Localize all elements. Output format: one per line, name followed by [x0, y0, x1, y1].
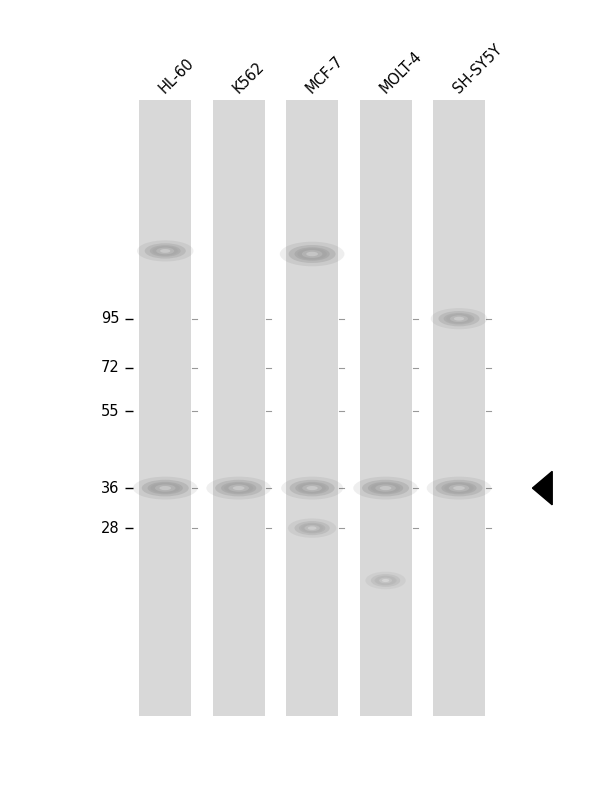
Ellipse shape — [133, 477, 198, 499]
Ellipse shape — [302, 250, 323, 258]
Ellipse shape — [304, 525, 320, 531]
Ellipse shape — [307, 486, 318, 490]
Ellipse shape — [221, 482, 256, 494]
Ellipse shape — [441, 482, 477, 494]
Ellipse shape — [151, 483, 180, 494]
Ellipse shape — [160, 249, 170, 253]
Text: K562: K562 — [230, 59, 267, 96]
Ellipse shape — [308, 526, 316, 530]
Ellipse shape — [427, 477, 491, 499]
Ellipse shape — [362, 480, 409, 496]
Bar — [360, 100, 411, 716]
Bar — [286, 100, 338, 716]
Ellipse shape — [144, 243, 186, 258]
Ellipse shape — [295, 482, 329, 494]
Ellipse shape — [436, 480, 482, 496]
Ellipse shape — [298, 483, 326, 494]
Ellipse shape — [368, 482, 403, 494]
Ellipse shape — [371, 574, 400, 587]
Ellipse shape — [301, 524, 323, 533]
Ellipse shape — [137, 240, 193, 262]
Ellipse shape — [281, 477, 343, 499]
Text: MCF-7: MCF-7 — [304, 53, 346, 96]
Ellipse shape — [444, 483, 474, 494]
Ellipse shape — [150, 245, 181, 257]
Ellipse shape — [142, 480, 188, 496]
Text: 72: 72 — [100, 361, 119, 375]
Ellipse shape — [450, 315, 468, 322]
Ellipse shape — [297, 248, 327, 259]
Ellipse shape — [382, 579, 389, 582]
Ellipse shape — [299, 523, 326, 534]
Ellipse shape — [438, 311, 480, 326]
Ellipse shape — [206, 477, 271, 499]
Ellipse shape — [365, 572, 406, 590]
Ellipse shape — [444, 313, 474, 325]
Ellipse shape — [446, 314, 472, 323]
Text: 95: 95 — [101, 311, 119, 326]
Polygon shape — [532, 471, 552, 505]
Ellipse shape — [159, 486, 171, 490]
Ellipse shape — [353, 477, 418, 499]
Ellipse shape — [289, 245, 335, 263]
Ellipse shape — [376, 577, 395, 585]
Text: 28: 28 — [101, 521, 119, 536]
Ellipse shape — [379, 578, 392, 583]
Ellipse shape — [294, 247, 330, 261]
Ellipse shape — [371, 483, 400, 494]
Text: 36: 36 — [101, 481, 119, 495]
Ellipse shape — [228, 485, 249, 492]
Ellipse shape — [454, 317, 464, 321]
Ellipse shape — [431, 308, 487, 330]
Ellipse shape — [155, 485, 176, 492]
Ellipse shape — [453, 486, 465, 490]
Ellipse shape — [449, 485, 469, 492]
Ellipse shape — [156, 247, 174, 254]
Ellipse shape — [147, 482, 183, 494]
Bar — [433, 100, 485, 716]
Ellipse shape — [224, 483, 253, 494]
Ellipse shape — [152, 246, 178, 256]
Ellipse shape — [375, 576, 397, 586]
Bar — [140, 100, 191, 716]
Ellipse shape — [294, 521, 330, 535]
Text: HL-60: HL-60 — [157, 55, 197, 96]
Ellipse shape — [233, 486, 245, 490]
Text: 55: 55 — [101, 403, 119, 418]
Ellipse shape — [280, 242, 345, 266]
Ellipse shape — [375, 485, 396, 492]
Ellipse shape — [215, 480, 262, 496]
Ellipse shape — [289, 480, 335, 496]
Ellipse shape — [302, 485, 322, 492]
Text: SH-SY5Y: SH-SY5Y — [450, 42, 505, 96]
Text: MOLT-4: MOLT-4 — [377, 48, 425, 96]
Ellipse shape — [288, 518, 337, 538]
Bar — [213, 100, 265, 716]
Ellipse shape — [379, 486, 392, 490]
Ellipse shape — [306, 252, 318, 256]
